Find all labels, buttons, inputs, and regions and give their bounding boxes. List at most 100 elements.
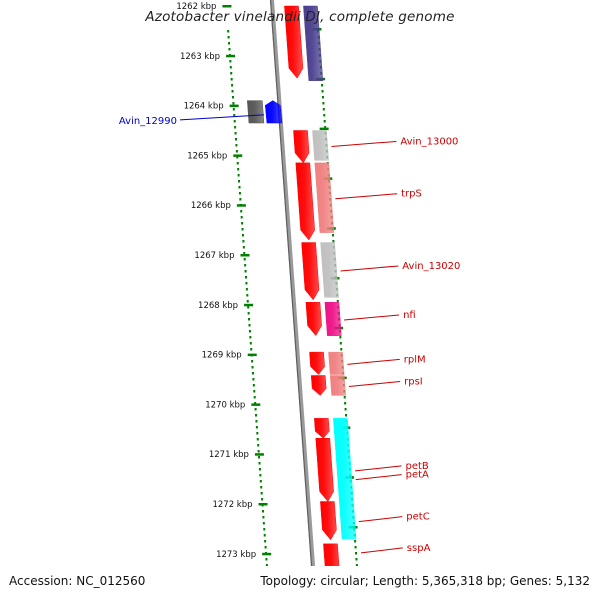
tick-mark-left <box>251 403 261 406</box>
ruler-dot <box>233 114 236 117</box>
gene-feature[interactable] <box>284 5 304 79</box>
gene-label[interactable]: sspA <box>407 543 431 554</box>
gene-feature[interactable] <box>293 130 310 164</box>
gene-feature[interactable] <box>315 438 334 502</box>
ruler-dot <box>265 558 268 561</box>
ruler-dot <box>251 360 254 363</box>
gene-label[interactable]: petA <box>406 470 429 481</box>
ruler-dot <box>236 156 239 159</box>
gene-label[interactable]: nfi <box>403 310 416 321</box>
ruler-dot <box>240 210 243 213</box>
footer-backdrop <box>0 566 600 600</box>
ruler-dot <box>336 300 339 303</box>
ruler-dot <box>231 84 234 87</box>
gene-feature[interactable] <box>314 162 335 233</box>
tick-mark-left <box>254 453 264 456</box>
gene-label[interactable]: Avin_12990 <box>119 116 177 127</box>
ruler-dot <box>340 348 343 351</box>
ruler-dot <box>355 558 358 561</box>
tick-label: 1272 kbp <box>212 500 252 510</box>
label-leader-line <box>347 358 400 365</box>
ruler-dot <box>262 516 265 519</box>
ruler-dot <box>234 132 237 135</box>
ruler-dot <box>354 546 357 549</box>
ruler-dot <box>261 498 264 501</box>
ruler-dot <box>248 330 251 333</box>
ruler-dot <box>255 420 258 423</box>
ruler-dot <box>232 108 235 111</box>
gene-feature[interactable] <box>314 418 330 439</box>
gene-feature[interactable] <box>324 302 342 336</box>
ruler-dot <box>236 162 239 165</box>
gene-feature[interactable] <box>309 351 325 375</box>
ruler-dot <box>255 426 258 429</box>
gene-feature[interactable] <box>312 130 329 161</box>
ruler-dot <box>253 396 256 399</box>
gene-feature[interactable] <box>247 100 265 124</box>
gene-feature[interactable] <box>265 100 283 124</box>
ruler-dot <box>258 468 261 471</box>
ruler-dot <box>264 540 267 543</box>
ruler-dot <box>255 414 258 417</box>
ruler-dot <box>239 198 242 201</box>
ruler-dot <box>259 474 262 477</box>
ruler-dot <box>232 102 235 105</box>
ruler-dot <box>321 96 324 99</box>
gene-label[interactable]: petB <box>405 461 428 472</box>
ruler-dot <box>355 552 358 555</box>
accession-text: Accession: NC_012560 <box>9 574 146 588</box>
ruler-dot <box>253 390 256 393</box>
gene-label[interactable]: Avin_13000 <box>400 136 458 147</box>
gene-feature[interactable] <box>329 375 346 396</box>
ruler-dot <box>260 486 263 489</box>
tick-mark-left <box>244 303 254 307</box>
gene-label[interactable]: trpS <box>401 189 422 200</box>
gene-feature[interactable] <box>328 351 345 375</box>
gene-feature[interactable] <box>320 242 339 298</box>
gene-feature[interactable] <box>320 501 337 541</box>
ruler-dot <box>257 444 260 447</box>
ruler-dot <box>248 318 251 321</box>
ruler-left-dotted <box>227 30 271 597</box>
tick-mark-left <box>236 204 246 207</box>
gene-feature[interactable] <box>301 242 320 301</box>
ruler-dot <box>251 366 254 369</box>
gene-label[interactable]: rplM <box>404 354 426 365</box>
ruler-dot <box>263 528 266 531</box>
ruler-dot <box>248 324 251 327</box>
tick-mark-left <box>258 503 268 506</box>
ruler-dot <box>263 534 266 537</box>
ruler-dot <box>241 234 244 237</box>
tick-label: 1264 kbp <box>184 102 224 112</box>
tick-mark-left <box>229 104 239 108</box>
gene-label[interactable]: rpsI <box>404 376 423 387</box>
gene-feature[interactable] <box>333 418 357 540</box>
gene-label[interactable]: petC <box>406 512 429 523</box>
ruler-dot <box>247 306 250 309</box>
ruler-dot <box>332 240 335 243</box>
ruler-dot <box>238 180 241 183</box>
ruler-dot <box>243 252 246 255</box>
gene-label[interactable]: Avin_13020 <box>402 261 460 272</box>
ruler-dot <box>256 432 259 435</box>
ruler-dot <box>322 102 325 105</box>
ruler-dot <box>257 450 260 453</box>
gene-feature[interactable] <box>303 5 324 81</box>
label-leader-line <box>358 516 403 523</box>
ruler-dot <box>241 222 244 225</box>
ruler-dot <box>258 462 261 465</box>
ruler-dot <box>229 66 232 69</box>
tick-label: 1270 kbp <box>205 400 245 410</box>
tick-label: 1273 kbp <box>216 550 256 560</box>
gene-feature[interactable] <box>305 302 322 337</box>
label-leader-line <box>348 380 401 387</box>
ruler-dot <box>339 342 342 345</box>
ruler-dot <box>230 78 233 81</box>
gene-feature[interactable] <box>310 375 327 396</box>
ruler-dot <box>258 456 261 459</box>
ruler-dot <box>247 312 250 315</box>
tick-label: 1269 kbp <box>202 351 242 361</box>
ruler-dot <box>238 186 241 189</box>
gene-feature[interactable] <box>295 162 315 241</box>
